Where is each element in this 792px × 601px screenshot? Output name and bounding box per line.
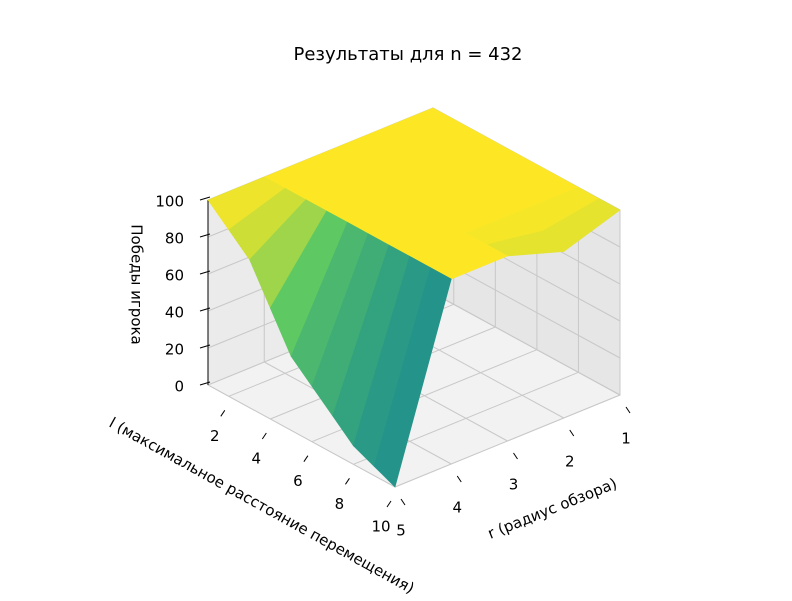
x-tick-label: 4: [252, 450, 262, 468]
y-tick-label: 4: [452, 499, 462, 517]
x-tick-label: 10: [371, 518, 390, 536]
tick-mark: [513, 452, 518, 460]
tick-mark: [569, 429, 575, 437]
z-tick-label: 80: [165, 230, 184, 248]
tick-mark: [400, 498, 406, 506]
z-tick-label: 0: [174, 378, 184, 396]
y-axis-label: r (радиус обзора): [485, 474, 619, 542]
grid-line: [207, 384, 396, 488]
z-tick-label: 20: [165, 341, 184, 359]
z-axis-label: Победы игрока: [128, 224, 146, 345]
z-tick-label: 60: [165, 267, 184, 285]
chart-title: Результаты для n = 432: [294, 44, 523, 65]
tick-mark: [625, 406, 631, 414]
tick-mark: [220, 410, 226, 417]
x-tick-label: 6: [293, 472, 303, 490]
tick-mark: [303, 455, 309, 462]
tick-mark: [199, 196, 211, 201]
tick-mark: [261, 432, 267, 440]
tick-mark: [386, 500, 392, 508]
y-tick-label: 3: [509, 476, 519, 494]
tick-mark: [345, 478, 350, 485]
z-tick-label: 100: [155, 193, 184, 211]
x-tick-label: 2: [210, 427, 220, 445]
y-tick-label: 2: [565, 453, 575, 471]
x-tick-label: 8: [335, 495, 345, 513]
y-tick-label: 5: [396, 522, 406, 540]
z-tick-label: 40: [165, 304, 184, 322]
y-tick-label: 1: [621, 430, 631, 448]
surface-patch: [373, 267, 452, 488]
tick-mark: [456, 475, 462, 483]
grid-line: [432, 292, 621, 396]
